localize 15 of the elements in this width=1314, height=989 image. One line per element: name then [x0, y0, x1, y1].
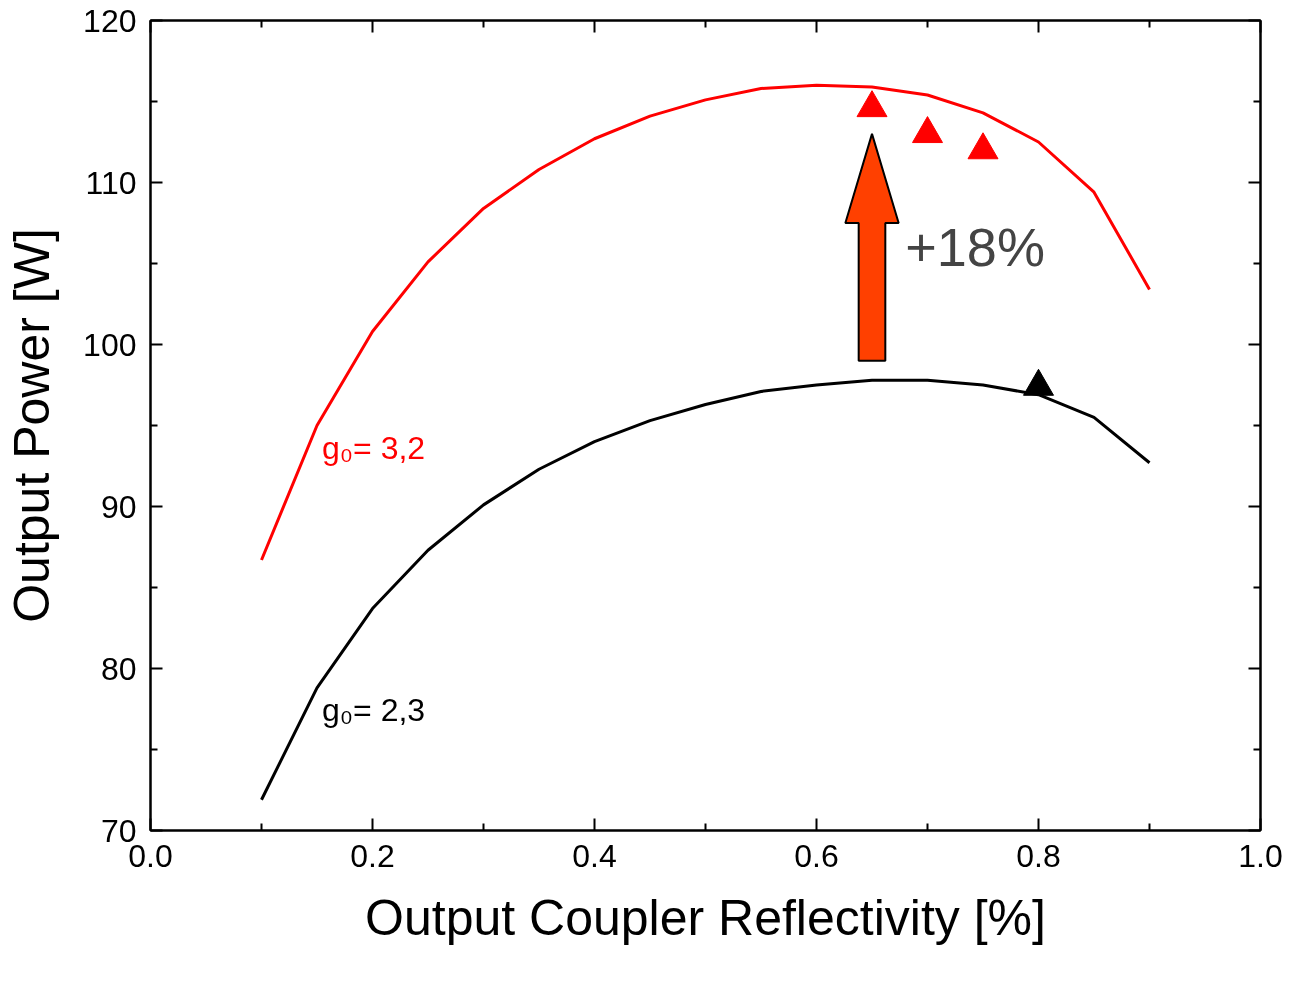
x-axis-title: Output Coupler Reflectivity [%] [365, 889, 1046, 946]
x-tick-label: 0.2 [350, 837, 395, 874]
x-tick-label: 0.6 [794, 837, 839, 874]
y-tick-label: 100 [83, 326, 137, 363]
y-tick-label: 120 [83, 2, 137, 39]
series-label: g₀= 2,3 [322, 691, 426, 728]
annotation: +18% [905, 217, 1045, 278]
y-tick-label: 110 [85, 164, 137, 201]
y-tick-label: 80 [100, 650, 137, 687]
y-axis-title: Output Power [W] [4, 228, 61, 623]
y-tick-label: 90 [100, 488, 137, 525]
x-tick-label: 0.8 [1016, 837, 1061, 874]
x-tick-label: 0.4 [572, 837, 617, 874]
series-label: g₀= 3,2 [322, 429, 426, 466]
x-tick-label: 1.0 [1238, 837, 1283, 874]
